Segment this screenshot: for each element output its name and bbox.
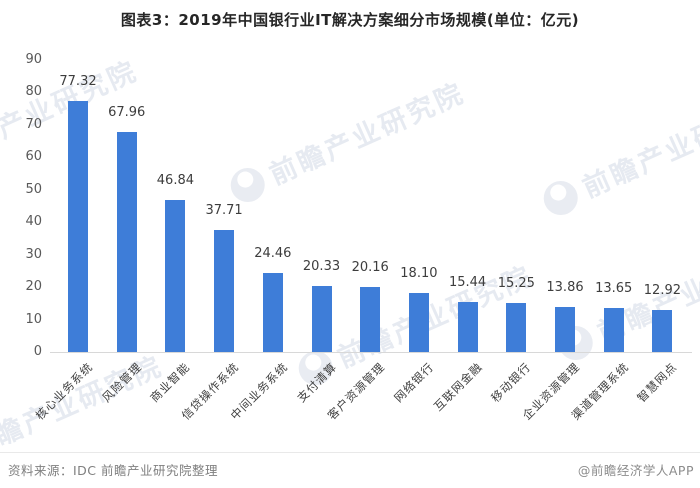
- bar-value-label: 67.96: [108, 104, 146, 120]
- x-axis-category-text: 网络银行: [391, 359, 437, 405]
- bar: [506, 302, 527, 352]
- bar: [457, 301, 478, 352]
- y-axis-tick-label: 60: [25, 149, 42, 165]
- bar: [214, 229, 235, 352]
- bar: [652, 310, 673, 352]
- y-axis-tick-label: 20: [25, 279, 42, 295]
- y-axis-tick-label: 80: [25, 84, 42, 100]
- y-axis-tick-label: 40: [25, 214, 42, 230]
- y-axis-tick-label: 50: [25, 181, 42, 197]
- y-axis-tick-label: 90: [25, 52, 42, 67]
- y-axis-tick-label: 0: [33, 344, 42, 359]
- x-axis-category-text: 支付清算: [293, 359, 340, 405]
- bar: [165, 200, 186, 352]
- bar-value-label: 15.25: [497, 275, 535, 291]
- x-axis-category-text: 商业智能: [147, 359, 193, 405]
- bar-value-label: 24.46: [254, 245, 292, 261]
- bar: [311, 286, 332, 352]
- bar-value-label: 20.33: [302, 259, 341, 275]
- bar-value-label: 13.65: [595, 280, 633, 296]
- source-text: 资料来源：IDC 前瞻产业研究院整理: [8, 463, 219, 478]
- x-axis-line: [50, 352, 692, 353]
- bar-value-label: 46.84: [156, 173, 194, 189]
- bar-value-label: 12.92: [643, 283, 681, 299]
- footer: 资料来源：IDC 前瞻产业研究院整理 @前瞻经济学人APP: [0, 458, 700, 486]
- bar: [603, 307, 624, 352]
- y-axis-tick-label: 10: [25, 311, 42, 327]
- x-axis-category-text: 风险管理: [99, 359, 145, 405]
- y-axis-tick-label: 30: [25, 246, 42, 262]
- credit-text: @前瞻经济学人APP: [577, 463, 694, 478]
- x-axis-category-text: 智慧网点: [634, 359, 680, 405]
- bar-value-label: 13.86: [546, 280, 584, 296]
- bar-value-label: 37.71: [205, 202, 243, 218]
- bar-value-label: 18.10: [400, 266, 438, 282]
- bar-value-label: 15.44: [448, 274, 487, 290]
- x-axis-category-text: 互联网金融: [431, 359, 486, 414]
- bar: [555, 307, 575, 352]
- x-axis-category-text: 移动银行: [488, 359, 534, 405]
- x-axis-category-text: 核心业务系统: [32, 359, 96, 423]
- chart-title: 图表3：2019年中国银行业IT解决方案细分市场规模(单位：亿元): [120, 11, 580, 29]
- bar-value-label: 77.32: [59, 74, 97, 90]
- bar: [360, 286, 381, 352]
- bar: [116, 131, 137, 352]
- y-axis-tick-label: 70: [25, 116, 42, 132]
- bar: [408, 293, 429, 352]
- bar: [68, 101, 88, 352]
- bar: [262, 272, 283, 352]
- footer-divider: [0, 452, 700, 453]
- bar-value-label: 20.16: [351, 259, 389, 275]
